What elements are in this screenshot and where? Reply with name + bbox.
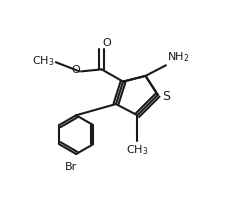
- Text: CH$_3$: CH$_3$: [32, 54, 55, 68]
- Text: S: S: [162, 90, 170, 103]
- Text: NH$_2$: NH$_2$: [167, 50, 190, 64]
- Text: O: O: [72, 65, 80, 75]
- Text: O: O: [103, 38, 111, 48]
- Text: CH$_3$: CH$_3$: [126, 143, 149, 157]
- Text: Br: Br: [65, 162, 77, 172]
